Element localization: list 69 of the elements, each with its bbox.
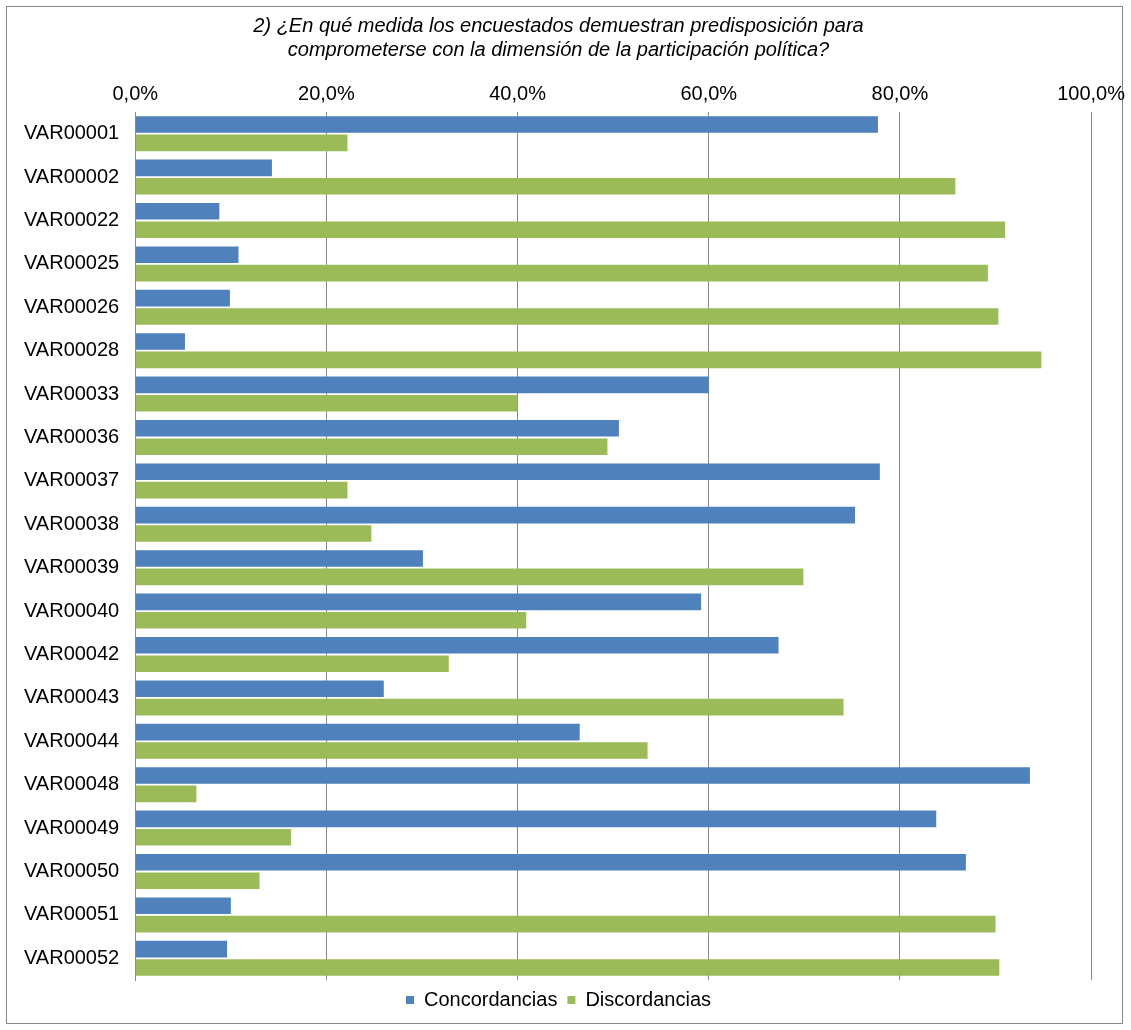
bar [135, 897, 231, 914]
bar [135, 202, 220, 220]
y-tick-label: VAR00001 [23, 121, 120, 144]
bar [135, 723, 580, 741]
bar [135, 785, 197, 803]
legend-label: Discordancias [585, 987, 712, 1010]
y-tick-label: VAR00037 [23, 468, 120, 491]
bar [135, 351, 1042, 369]
bar [135, 829, 292, 846]
bar [135, 550, 423, 567]
y-tick-label: VAR00022 [23, 208, 120, 231]
x-tick-label: 0,0% [112, 81, 159, 104]
y-tick-label: VAR00048 [23, 772, 120, 795]
x-tick-label: 80,0% [871, 81, 929, 104]
y-tick-label: VAR00036 [23, 425, 120, 448]
y-tick-label: VAR00026 [23, 294, 120, 317]
bar [135, 568, 804, 586]
bar [135, 159, 272, 177]
y-tick-label: VAR00051 [23, 902, 120, 925]
bar [135, 940, 228, 958]
bar [135, 525, 372, 542]
bar [135, 178, 956, 195]
bar [135, 915, 996, 933]
y-tick-label: VAR00042 [23, 642, 120, 665]
bar [135, 134, 348, 152]
bar [135, 289, 230, 307]
x-tick-label: 100,0% [1057, 81, 1126, 104]
y-tick-label: VAR00025 [23, 251, 120, 274]
bar [135, 395, 518, 412]
bar [135, 767, 1030, 784]
bar [135, 376, 709, 394]
bar [135, 246, 239, 263]
y-tick-label: VAR00050 [23, 859, 120, 882]
bar [135, 959, 1000, 976]
bar [135, 116, 878, 133]
y-tick-label: VAR00052 [23, 945, 120, 968]
bar [135, 419, 619, 437]
y-tick-label: VAR00040 [23, 598, 120, 621]
bar [135, 636, 779, 654]
bar [135, 612, 527, 629]
y-tick-label: VAR00049 [23, 815, 120, 838]
bar [135, 308, 999, 325]
bar [135, 438, 608, 456]
y-tick-label: VAR00044 [23, 728, 120, 751]
bar [135, 853, 966, 871]
bar [135, 810, 937, 828]
bar [135, 655, 449, 673]
bar [135, 698, 844, 716]
bar [135, 481, 348, 499]
bar [135, 680, 384, 697]
bar [135, 333, 185, 350]
y-tick-label: VAR00028 [23, 338, 120, 361]
bar [135, 221, 1006, 239]
bar [135, 742, 648, 759]
y-tick-label: VAR00039 [23, 555, 120, 578]
x-tick-label: 20,0% [298, 81, 355, 104]
y-tick-label: VAR00033 [23, 381, 120, 404]
bar [135, 264, 988, 282]
x-tick-label: 60,0% [680, 81, 738, 104]
y-tick-label: VAR00002 [23, 164, 120, 187]
bar [135, 872, 260, 890]
bar [135, 463, 880, 480]
x-tick-label: 40,0% [489, 81, 547, 104]
y-tick-label: VAR00043 [23, 685, 120, 708]
legend-label: Concordancias [423, 987, 558, 1010]
bar [135, 593, 702, 611]
bar [135, 506, 855, 524]
y-tick-label: VAR00038 [23, 511, 120, 534]
chart-title: 2) ¿En qué medida los encuestados demuestran predisposición para comprometerse con la dimensión de la participación política? [252, 13, 864, 60]
